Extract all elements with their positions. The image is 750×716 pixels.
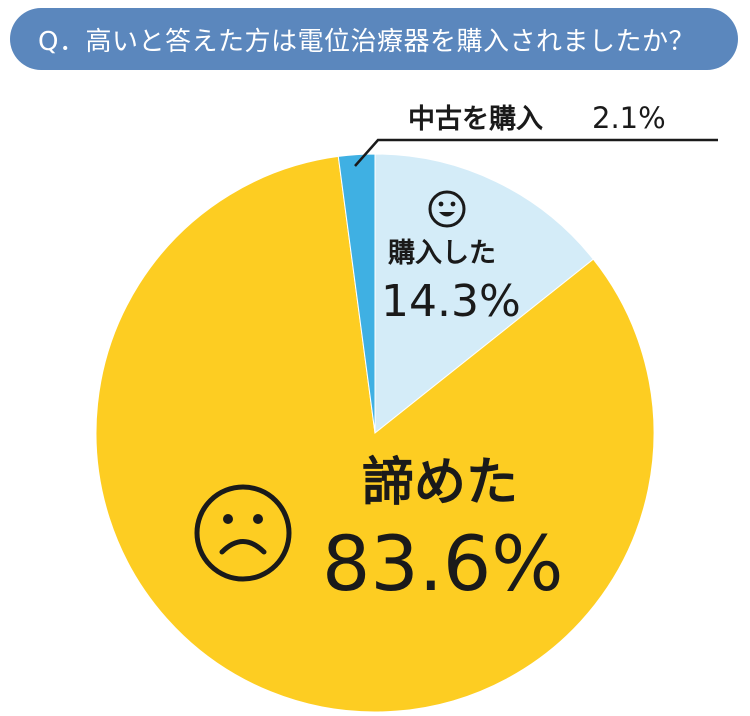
pie-slices: [95, 153, 655, 713]
pie-slice-gave-up: [95, 155, 655, 713]
slice-value-gave-up: 83.6%: [322, 519, 563, 608]
question-text: Q．高いと答えた方は電位治療器を購入されましたか？: [38, 26, 695, 57]
smile-icon: [428, 190, 466, 228]
slice-value-purchased: 14.3%: [381, 276, 521, 327]
slice-label-purchased: 購入した: [388, 238, 496, 269]
question-header: Q．高いと答えた方は電位治療器を購入されましたか？: [10, 8, 738, 70]
slice-label-used: 中古を購入: [408, 104, 543, 135]
slice-label-gave-up: 諦めた: [362, 453, 518, 513]
slice-value-used: 2.1%: [592, 101, 666, 135]
pie-slice-purchased: [374, 153, 594, 435]
leader-line-used: [354, 138, 718, 167]
frown-icon: [194, 484, 292, 582]
pie-slice-used: [337, 153, 376, 434]
